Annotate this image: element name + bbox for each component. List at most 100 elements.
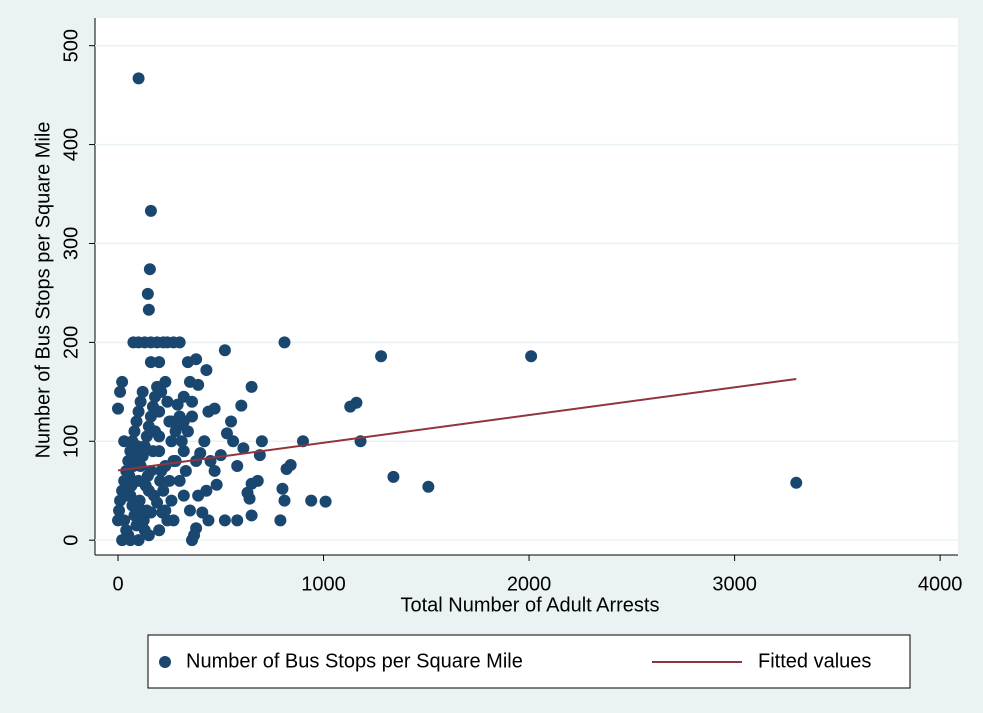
scatter-point xyxy=(123,469,136,482)
scatter-point xyxy=(146,400,159,413)
scatter-point xyxy=(153,445,166,458)
scatter-point xyxy=(278,336,291,349)
scatter-point xyxy=(114,385,127,398)
scatter-point xyxy=(183,375,196,388)
x-tick-label: 4000 xyxy=(918,573,963,595)
scatter-point xyxy=(128,425,141,438)
scatter-point xyxy=(140,430,153,443)
scatter-point xyxy=(235,399,248,412)
scatter-point xyxy=(151,496,164,509)
scatter-point xyxy=(116,375,129,388)
scatter-point xyxy=(131,440,144,453)
scatter-point xyxy=(113,504,126,517)
scatter-point xyxy=(278,494,291,507)
scatter-point xyxy=(790,476,803,489)
scatter-point xyxy=(156,506,169,519)
scatter-point xyxy=(132,405,145,418)
scatter-point xyxy=(387,470,400,483)
scatter-point xyxy=(136,385,149,398)
scatter-point xyxy=(127,459,140,472)
scatter-point xyxy=(139,479,152,492)
scatter-point xyxy=(173,474,186,487)
scatter-point xyxy=(200,364,213,377)
scatter-point xyxy=(237,442,250,455)
scatter-point xyxy=(151,380,164,393)
scatter-point xyxy=(177,489,190,502)
scatter-point xyxy=(525,350,538,363)
scatter-point xyxy=(210,478,223,491)
scatter-point xyxy=(118,514,131,527)
y-tick-label: 400 xyxy=(60,128,82,161)
y-tick-label: 500 xyxy=(60,29,82,62)
x-tick-label: 3000 xyxy=(712,573,757,595)
scatter-point xyxy=(141,287,154,300)
scatter-point xyxy=(144,204,157,217)
scatter-point xyxy=(129,450,142,463)
legend xyxy=(147,634,911,689)
legend-label: Fitted values xyxy=(758,650,871,672)
scatter-point xyxy=(186,534,199,547)
scatter-point xyxy=(116,534,129,547)
scatter-point xyxy=(305,494,318,507)
scatter-point xyxy=(159,459,172,472)
x-tick-label: 1000 xyxy=(301,573,346,595)
scatter-point xyxy=(133,494,146,507)
scatter-point xyxy=(177,415,190,428)
y-tick-label: 200 xyxy=(60,326,82,359)
scatter-point xyxy=(181,356,194,369)
scatter-point xyxy=(183,504,196,517)
scatter-point xyxy=(141,469,154,482)
scatter-point xyxy=(167,514,180,527)
scatter-point xyxy=(245,380,258,393)
scatter-point xyxy=(137,514,150,527)
scatter-point xyxy=(149,390,162,403)
scatter-point xyxy=(231,459,244,472)
scatter-point xyxy=(132,72,145,85)
scatter-point xyxy=(142,303,155,316)
scatter-point xyxy=(218,344,231,357)
scatter-point xyxy=(161,395,174,408)
scatter-point xyxy=(144,356,157,369)
scatter-point xyxy=(422,480,435,493)
scatter-point xyxy=(218,514,231,527)
legend-label: Number of Bus Stops per Square Mile xyxy=(186,650,523,672)
scatter-point xyxy=(157,484,170,497)
scatter-point xyxy=(177,445,190,458)
fit-line xyxy=(117,377,797,472)
scatter-point xyxy=(243,492,256,505)
x-tick-label: 2000 xyxy=(507,573,552,595)
scatter-point xyxy=(124,534,137,547)
scatter-point xyxy=(208,402,221,415)
scatter-point xyxy=(144,506,157,519)
scatter-point xyxy=(192,489,205,502)
scatter-point xyxy=(135,504,148,517)
scatter-point xyxy=(118,435,131,448)
scatter-point xyxy=(134,395,147,408)
scatter-point xyxy=(165,435,178,448)
scatter-point xyxy=(130,415,143,428)
scatter-point xyxy=(350,396,363,409)
scatter-point xyxy=(251,474,264,487)
scatter-point xyxy=(190,455,203,468)
scatter-point xyxy=(143,263,156,276)
scatter-point xyxy=(225,415,238,428)
x-axis-title: Total Number of Adult Arrests xyxy=(400,594,659,616)
legend-marker xyxy=(159,656,171,668)
scatter-point xyxy=(198,435,211,448)
scatter-point xyxy=(127,336,140,349)
scatter-point xyxy=(280,462,293,475)
scatter-point xyxy=(245,509,258,522)
plot-area xyxy=(95,18,958,555)
scatter-point xyxy=(112,402,125,415)
scatter-point xyxy=(175,435,188,448)
scatter-point xyxy=(125,479,138,492)
scatter-point xyxy=(165,494,178,507)
scatter-point xyxy=(153,356,166,369)
scatter-point xyxy=(171,398,184,411)
scatter-point xyxy=(186,395,199,408)
scatter-point xyxy=(202,514,215,527)
scatter-point xyxy=(214,449,227,462)
scatter-point xyxy=(208,464,221,477)
scatter-point xyxy=(274,514,287,527)
scatter-point xyxy=(181,425,194,438)
